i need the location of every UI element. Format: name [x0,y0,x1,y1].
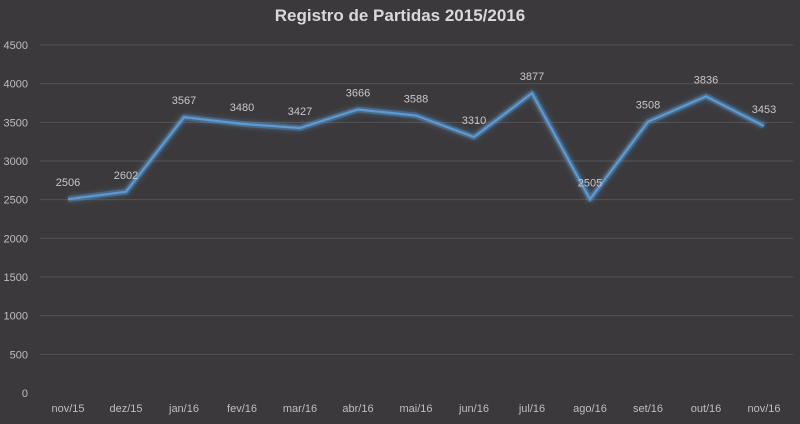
data-label: 3567 [172,95,196,107]
x-tick-label: abr/16 [342,403,373,415]
y-tick-label: 3000 [4,156,28,168]
y-tick-label: 0 [22,388,28,400]
x-tick-label: dez/15 [109,403,142,415]
data-label: 3666 [346,87,370,99]
chart-title: Registro de Partidas 2015/2016 [274,6,526,25]
x-tick-label: nov/16 [747,403,780,415]
data-label: 2505 [578,177,602,189]
data-label: 3310 [462,115,486,127]
data-series [67,90,766,203]
x-tick-label: ago/16 [573,403,607,415]
x-axis-ticks: nov/15 dez/15 jan/16 fev/16 mar/16 abr/16 mai/… [51,403,780,415]
data-label: 3480 [230,102,254,114]
data-label: 3453 [752,104,776,116]
series-line [67,91,765,202]
data-label: 2506 [56,177,80,189]
data-label: 2602 [114,170,138,182]
x-tick-label: mai/16 [399,403,432,415]
y-tick-label: 2000 [4,233,28,245]
data-label: 3588 [404,94,428,106]
data-labels: 2506 2602 3567 3480 3427 3666 3588 3310 3877 2505… [56,71,776,189]
x-tick-label: nov/15 [51,403,84,415]
y-tick-label: 1000 [4,311,28,323]
data-label: 3427 [288,106,312,118]
x-tick-label: jan/16 [168,403,199,415]
data-label: 3836 [694,74,718,86]
x-tick-label: out/16 [691,403,722,415]
x-tick-label: set/16 [633,403,663,415]
y-tick-label: 4500 [4,40,28,52]
y-axis-ticks: 0 500 1000 1500 2000 2500 3000 3500 4000 4500 [4,40,28,400]
y-tick-label: 500 [10,349,28,361]
x-tick-label: fev/16 [227,403,257,415]
x-tick-label: mar/16 [283,403,317,415]
y-tick-label: 4000 [4,79,28,91]
y-tick-label: 3500 [4,117,28,129]
y-tick-label: 2500 [4,195,28,207]
data-label: 3508 [636,100,660,112]
gridlines [40,44,793,355]
x-tick-label: jul/16 [518,403,545,415]
x-tick-label: jun/16 [458,403,489,415]
y-tick-label: 1500 [4,272,28,284]
data-label: 3877 [520,71,544,83]
